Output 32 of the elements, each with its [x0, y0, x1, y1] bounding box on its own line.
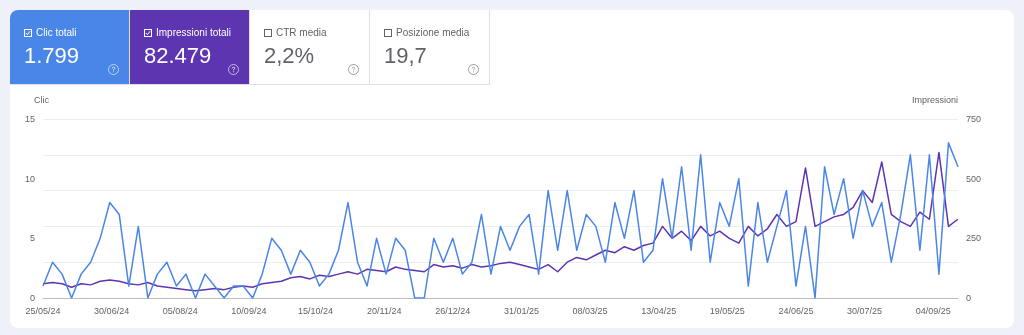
y2-tick-label: 500 — [966, 173, 982, 184]
text: 2,2% — [264, 43, 315, 69]
x-tick-label: 05/08/24 — [162, 305, 198, 316]
x-tick-label: 20/11/24 — [367, 305, 402, 316]
y-tick-label: 10 — [24, 173, 35, 184]
text: Posizione media — [396, 27, 470, 38]
x-tick-label: 25/05/24 — [25, 305, 61, 316]
text: 82.479 — [144, 43, 212, 69]
x-tick-label: 30/07/25 — [847, 305, 883, 316]
x-tick-label: 26/12/24 — [435, 305, 471, 316]
text: CTR media — [276, 27, 327, 38]
y2-tick-label: 250 — [966, 233, 982, 244]
x-tick-label: 31/01/25 — [503, 305, 539, 316]
x-tick-label: 24/06/25 — [778, 305, 814, 316]
y2-axis-title: Impressioni — [912, 94, 959, 105]
y2-tick-label: 750 — [966, 114, 982, 124]
text: Clic totali — [36, 27, 77, 38]
x-tick-label: 19/05/25 — [709, 305, 745, 316]
x-tick-label: 30/06/24 — [94, 305, 130, 316]
x-tick-label: 10/09/24 — [231, 305, 267, 316]
x-tick-label: 04/09/25 — [915, 305, 951, 316]
y-axis-title: Clic — [34, 94, 50, 105]
x-tick-label: 15/10/24 — [298, 305, 334, 316]
x-tick-label: 08/03/25 — [572, 305, 608, 316]
text: 19,7 — [384, 43, 427, 69]
y-tick-label: 5 — [29, 233, 35, 244]
y-tick-label: 0 — [29, 293, 35, 303]
text: Impressioni totali — [156, 27, 232, 38]
y2-tick-label: 0 — [966, 293, 972, 303]
x-tick-label: 13/04/25 — [641, 305, 677, 316]
text: 1.799 — [24, 43, 80, 69]
y-tick-label: 15 — [24, 114, 35, 124]
